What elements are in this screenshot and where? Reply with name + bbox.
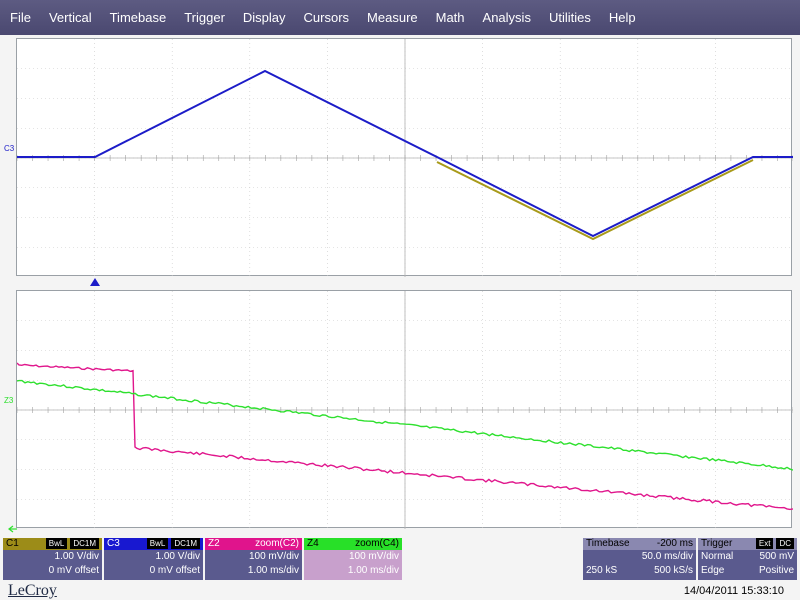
z2-time: 1.00 ms/div xyxy=(247,565,299,576)
z2-source: zoom(C2) xyxy=(255,538,299,549)
timestamp: 14/04/2011 15:33:10 xyxy=(683,585,784,597)
trigger-level: 500 mV xyxy=(759,551,794,562)
trigger-type: Edge xyxy=(701,565,725,576)
menu-utilities[interactable]: Utilities xyxy=(548,10,591,25)
z2-trace xyxy=(16,362,794,511)
menu-file[interactable]: File xyxy=(10,10,31,25)
timebase-delay: -200 ms xyxy=(656,538,693,549)
menu-trigger[interactable]: Trigger xyxy=(184,10,225,25)
c3-ground-label: C3 xyxy=(4,144,15,153)
c1-name: C1 xyxy=(6,538,19,549)
menu-display[interactable]: Display xyxy=(242,10,286,25)
trigger-source-tag: Ext xyxy=(755,538,774,549)
triangle-up-icon xyxy=(90,278,100,286)
c3-bw-tag: BwL xyxy=(146,538,169,549)
z2-name: Z2 xyxy=(208,538,220,549)
trigger-slope: Positive xyxy=(758,565,794,576)
c1-bw-tag: BwL xyxy=(45,538,68,549)
c3-descriptor[interactable]: C3 BwL DC1M 1.00 V/div 0 mV offset xyxy=(104,538,203,580)
c1-scale: 1.00 V/div xyxy=(54,551,99,562)
z4-name: Z4 xyxy=(307,538,319,549)
c1-descriptor[interactable]: C1 BwL DC1M 1.00 V/div 0 mV offset xyxy=(3,538,102,580)
c3-trace xyxy=(17,69,793,238)
menu-cursors[interactable]: Cursors xyxy=(303,10,350,25)
upper-grid[interactable] xyxy=(16,38,794,277)
trigger-descriptor[interactable]: Trigger Ext DC Normal 500 mV Edge Positive xyxy=(698,538,797,580)
z4-source: zoom(C4) xyxy=(355,538,399,549)
timebase-descriptor[interactable]: Timebase -200 ms 50.0 ms/div 250 kS 500 kS… xyxy=(583,538,696,580)
z4-time: 1.00 ms/div xyxy=(347,565,399,576)
brand-logo: LeCroy xyxy=(8,582,57,599)
trigger-mode: Normal xyxy=(701,551,734,562)
c3-offset: 0 mV offset xyxy=(149,565,200,576)
z2-scale: 100 mV/div xyxy=(248,551,299,562)
c3-coupling-tag: DC1M xyxy=(171,538,200,549)
upper-grid-canvas xyxy=(16,39,794,277)
z2-descriptor[interactable]: Z2 zoom(C2) 100 mV/div 1.00 ms/div xyxy=(205,538,302,580)
timebase-rate: 500 kS/s xyxy=(654,565,693,576)
lower-grid[interactable] xyxy=(16,290,794,529)
menu-measure[interactable]: Measure xyxy=(367,10,418,25)
menu-analysis[interactable]: Analysis xyxy=(482,10,531,25)
c1-coupling-tag: DC1M xyxy=(70,538,99,549)
menu-math[interactable]: Math xyxy=(435,10,465,25)
menu-bar: File Vertical Timebase Trigger Display C… xyxy=(0,0,800,35)
trigger-label: Trigger xyxy=(701,538,733,549)
lower-grid-canvas xyxy=(16,291,794,529)
timebase-per-div: 50.0 ms/div xyxy=(641,551,693,562)
timebase-samples: 250 kS xyxy=(586,565,618,576)
c3-scale: 1.00 V/div xyxy=(155,551,200,562)
z4-trace xyxy=(16,379,794,471)
c1-trace xyxy=(436,159,754,241)
menu-vertical[interactable]: Vertical xyxy=(48,10,92,25)
menu-help[interactable]: Help xyxy=(608,10,636,25)
z4-scale: 100 mV/div xyxy=(348,551,399,562)
z3-ground-label: Z3 xyxy=(4,396,14,405)
trigger-coupling-tag: DC xyxy=(776,538,794,549)
menu-timebase[interactable]: Timebase xyxy=(109,10,167,25)
z4-descriptor[interactable]: Z4 zoom(C4) 100 mV/div 1.00 ms/div xyxy=(304,538,402,580)
arrow-left-icon xyxy=(8,525,14,533)
timebase-label: Timebase xyxy=(586,538,630,549)
c1-offset: 0 mV offset xyxy=(48,565,99,576)
c3-name: C3 xyxy=(107,538,120,549)
